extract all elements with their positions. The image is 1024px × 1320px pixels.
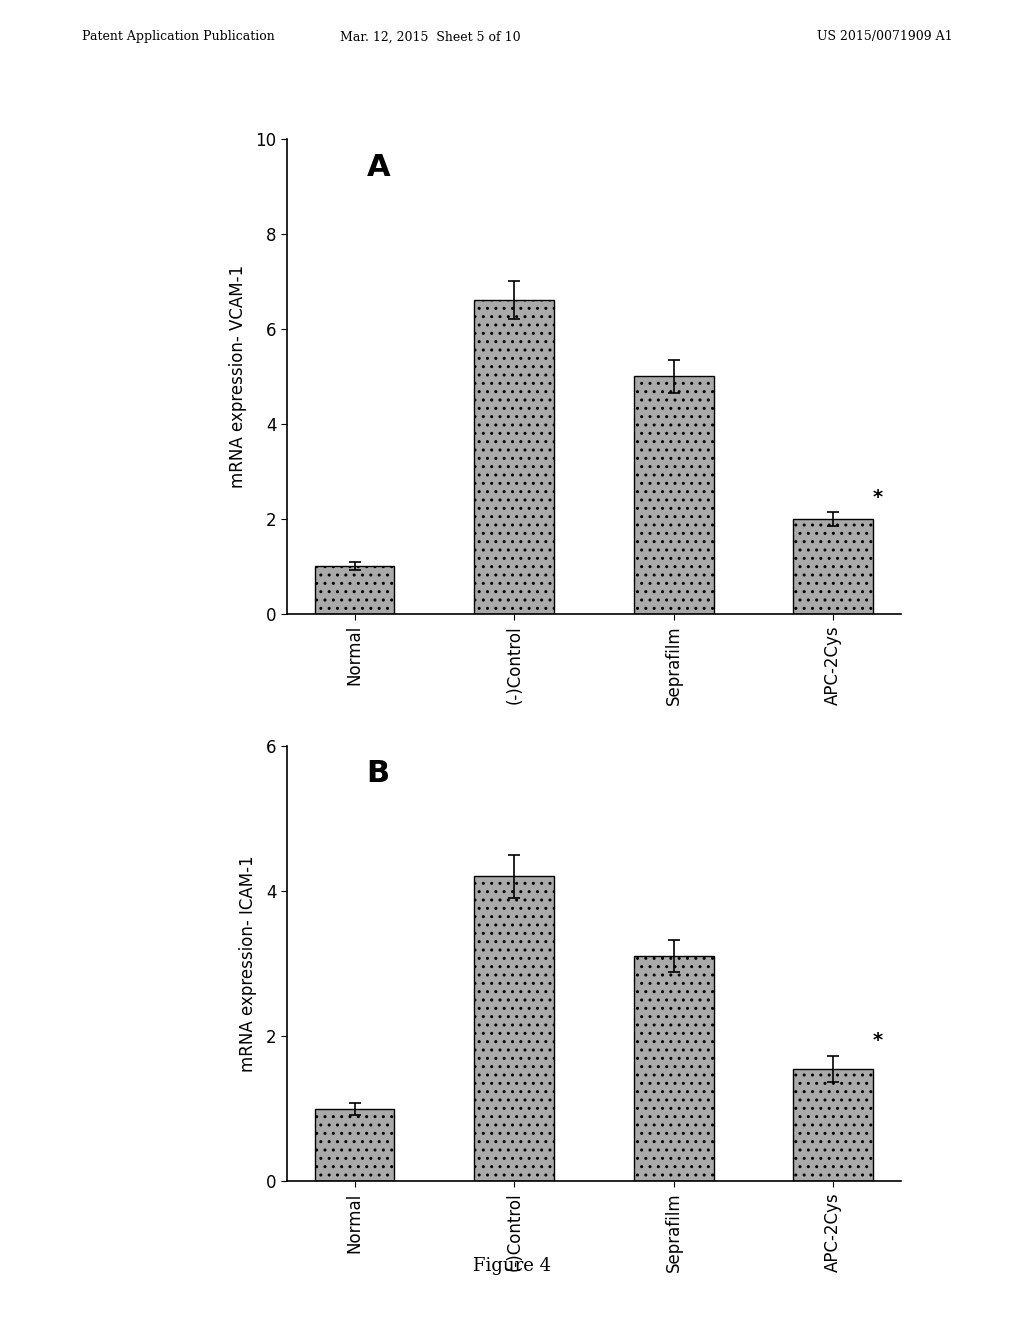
Text: Patent Application Publication: Patent Application Publication <box>82 30 274 44</box>
Bar <box>634 376 714 614</box>
Text: A: A <box>367 153 390 182</box>
Text: US 2015/0071909 A1: US 2015/0071909 A1 <box>817 30 952 44</box>
Y-axis label: mRNA expression- ICAM-1: mRNA expression- ICAM-1 <box>240 855 257 1072</box>
Bar <box>474 300 554 614</box>
Text: Mar. 12, 2015  Sheet 5 of 10: Mar. 12, 2015 Sheet 5 of 10 <box>340 30 520 44</box>
Bar <box>634 956 714 1181</box>
Bar <box>314 1109 394 1181</box>
Bar <box>474 876 554 1181</box>
Bar <box>314 566 394 614</box>
Text: B: B <box>367 759 390 788</box>
Bar <box>794 1069 873 1181</box>
Text: Figure 4: Figure 4 <box>473 1257 551 1275</box>
Bar <box>794 519 873 614</box>
Text: *: * <box>872 488 883 507</box>
Y-axis label: mRNA expression- VCAM-1: mRNA expression- VCAM-1 <box>228 264 247 488</box>
Text: *: * <box>872 1031 883 1049</box>
